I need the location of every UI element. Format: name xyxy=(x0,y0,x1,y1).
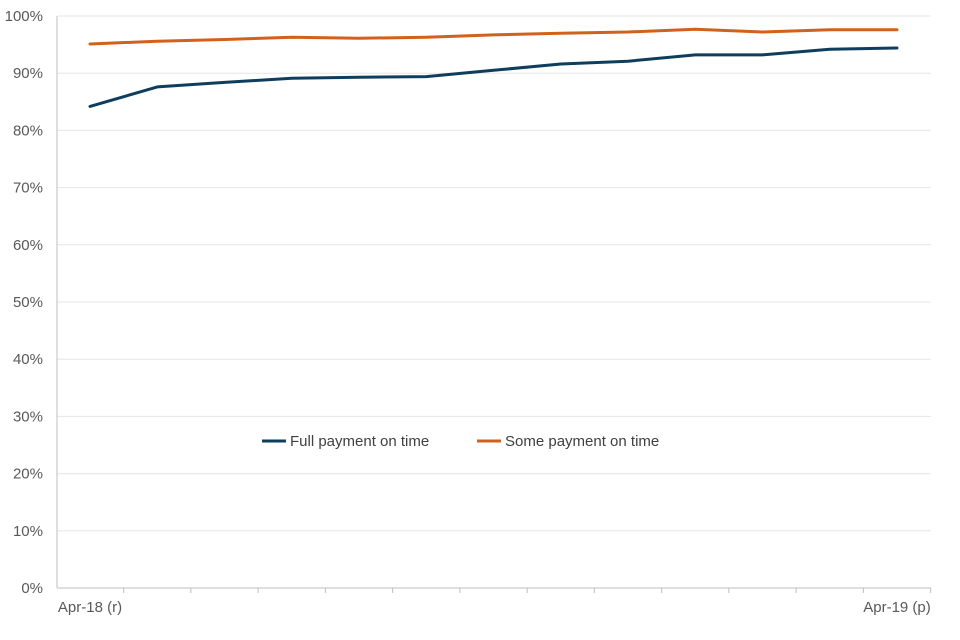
legend: Full payment on time Some payment on tim… xyxy=(262,433,659,450)
series-line-0 xyxy=(88,46,899,108)
y-tick-label: 50% xyxy=(13,294,43,311)
axes xyxy=(56,16,932,593)
x-axis-tick-labels: Apr-18 (r) Apr-19 (p) xyxy=(58,599,931,616)
series-line-1 xyxy=(88,27,899,46)
legend-label-full-payment: Full payment on time xyxy=(290,433,429,450)
y-axis-tick-labels: 0% 10% 20% 30% 40% 50% 60% 70% 80% 90% 100% xyxy=(5,8,43,597)
y-tick-label: 60% xyxy=(13,237,43,254)
y-tick-label: 30% xyxy=(13,408,43,425)
series-lines xyxy=(88,27,899,108)
legend-label-some-payment: Some payment on time xyxy=(505,433,659,450)
y-tick-label: 70% xyxy=(13,180,43,197)
y-tick-label: 40% xyxy=(13,351,43,368)
x-tick-label-first: Apr-18 (r) xyxy=(58,599,122,616)
gridlines xyxy=(57,15,931,532)
y-tick-label: 0% xyxy=(21,580,43,597)
y-tick-label: 80% xyxy=(13,122,43,139)
y-tick-label: 90% xyxy=(13,65,43,82)
y-tick-label: 10% xyxy=(13,523,43,540)
y-tick-label: 20% xyxy=(13,466,43,483)
y-tick-label: 100% xyxy=(5,8,43,25)
x-tick-label-last: Apr-19 (p) xyxy=(863,599,931,616)
